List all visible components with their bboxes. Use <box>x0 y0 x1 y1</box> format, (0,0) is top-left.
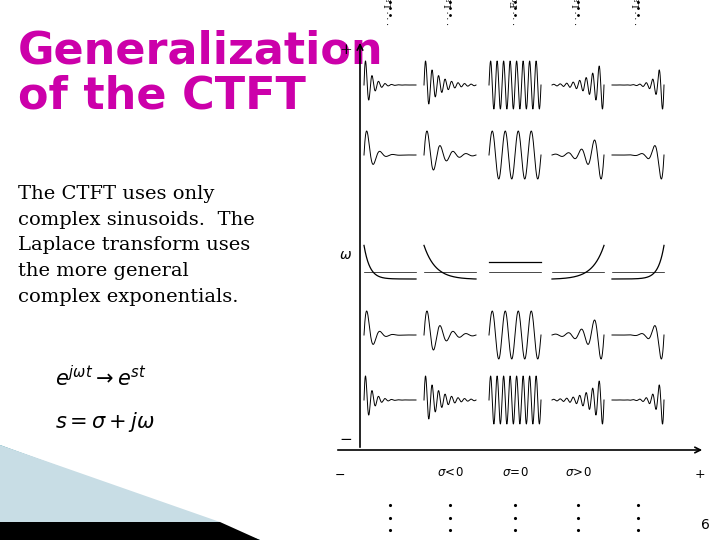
Text: · · · Laplace: · · · Laplace <box>385 0 395 25</box>
Text: The CTFT uses only
complex sinusoids.  The
Laplace transform uses
the more gener: The CTFT uses only complex sinusoids. Th… <box>18 185 255 306</box>
Text: $\sigma\!=\!0$: $\sigma\!=\!0$ <box>502 466 528 479</box>
Text: $e^{j\omega t} \rightarrow e^{st}$: $e^{j\omega t} \rightarrow e^{st}$ <box>55 365 147 390</box>
Text: $\sigma\!>\!0$: $\sigma\!>\!0$ <box>564 466 591 479</box>
Text: Generalization
of the CTFT: Generalization of the CTFT <box>18 30 384 118</box>
Text: $+$: $+$ <box>694 468 706 481</box>
Text: · · · Laplace: · · · Laplace <box>446 0 454 25</box>
Text: · · · Laplace: · · · Laplace <box>634 0 642 25</box>
Text: $s = \sigma + j\omega$: $s = \sigma + j\omega$ <box>55 410 155 434</box>
Text: $\sigma\!<\!0$: $\sigma\!<\!0$ <box>436 466 464 479</box>
Text: $-$: $-$ <box>334 468 346 481</box>
Text: · · · Laplace: · · · Laplace <box>574 0 582 25</box>
Text: $\omega$: $\omega$ <box>339 248 352 262</box>
Polygon shape <box>0 522 260 540</box>
Text: · · · Fourier and Laplace: · · · Fourier and Laplace <box>510 0 520 25</box>
Text: 6: 6 <box>701 518 710 532</box>
Text: +: + <box>339 43 352 57</box>
Polygon shape <box>0 445 260 540</box>
Text: −: − <box>339 433 352 447</box>
Polygon shape <box>0 445 220 522</box>
